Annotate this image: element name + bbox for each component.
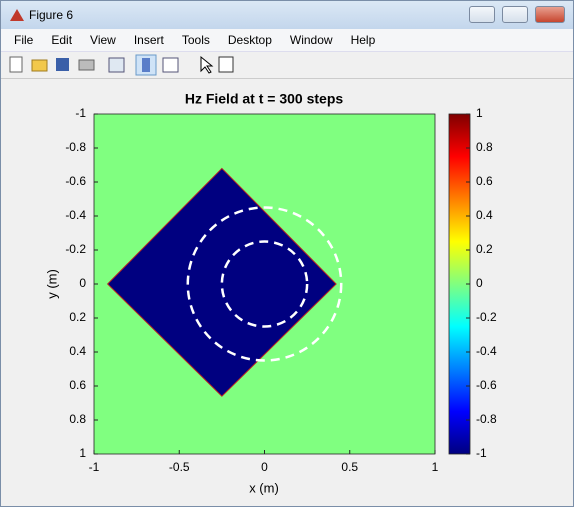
plot-area xyxy=(94,114,435,454)
y-tick-label: 0.2 xyxy=(69,310,86,324)
link-icon[interactable] xyxy=(108,57,125,73)
menu-item[interactable]: Window xyxy=(289,33,333,47)
colorbar-tick-label: -0.6 xyxy=(476,378,497,392)
toolbar xyxy=(1,52,573,79)
x-tick-label: 0.5 xyxy=(341,460,358,474)
y-tick-label: 0.8 xyxy=(69,412,86,426)
colorbar-tick-label: 0 xyxy=(476,276,483,290)
y-tick-label: 0 xyxy=(79,276,86,290)
legend-icon[interactable] xyxy=(162,57,179,73)
chart-title: Hz Field at t = 300 steps xyxy=(185,91,344,107)
dashed-circle xyxy=(220,240,309,328)
figure-canvas: Hz Field at t = 300 steps x (m) y (m) -1… xyxy=(44,91,497,496)
menu-item[interactable]: Insert xyxy=(133,33,164,47)
menu-item[interactable]: Help xyxy=(350,33,376,47)
menu-item[interactable]: Tools xyxy=(181,33,210,47)
colorbar-tick-label: -1 xyxy=(476,446,487,460)
toolbar-icons xyxy=(9,54,234,76)
menu-item[interactable]: File xyxy=(14,33,34,47)
y-tick-label: -0.2 xyxy=(65,242,86,256)
x-tick-label: -0.5 xyxy=(169,460,190,474)
colorbar-tick-label: 0.4 xyxy=(476,208,493,222)
app-icon xyxy=(10,9,24,21)
menu-bar: File Edit View Insert Tools Desktop Window Help xyxy=(1,29,573,52)
y-tick-label: -1 xyxy=(75,106,86,120)
save-icon[interactable] xyxy=(56,58,69,71)
colorbar-tick-label: 0.8 xyxy=(476,140,493,154)
colorbar-tick-label: 0.6 xyxy=(476,174,493,188)
property-icon[interactable] xyxy=(218,56,234,73)
colorbar-tick-label: 1 xyxy=(476,106,483,120)
pointer-icon[interactable] xyxy=(200,55,214,74)
menu-item[interactable]: Edit xyxy=(51,33,73,47)
y-tick-label: 1 xyxy=(79,446,86,460)
y-tick-label: 0.6 xyxy=(69,378,86,392)
colorbar-tick-label: -0.8 xyxy=(476,412,497,426)
y-tick-label: -0.8 xyxy=(65,140,86,154)
minimize-button[interactable] xyxy=(469,6,495,23)
dashed-circle xyxy=(186,206,343,362)
maximize-button[interactable] xyxy=(502,6,528,23)
menu-item[interactable]: View xyxy=(90,33,116,47)
new-icon[interactable] xyxy=(9,56,23,73)
x-tick-label: -1 xyxy=(89,460,100,474)
colorbar-tick-label: -0.4 xyxy=(476,344,497,358)
y-axis-label: y (m) xyxy=(44,269,59,299)
menu-item[interactable]: Desktop xyxy=(227,33,272,47)
close-button[interactable] xyxy=(535,6,565,23)
x-tick-label: 0 xyxy=(261,460,268,474)
colorbar-tick-label: -0.2 xyxy=(476,310,497,324)
y-tick-label: -0.4 xyxy=(65,208,86,222)
x-tick-label: 1 xyxy=(432,460,439,474)
y-tick-label: 0.4 xyxy=(69,344,86,358)
print-icon[interactable] xyxy=(78,59,95,71)
colorbar-tick-label: 0.2 xyxy=(476,242,493,256)
open-icon[interactable] xyxy=(31,59,48,72)
title-bar: Figure 6 xyxy=(1,1,573,29)
x-axis-label: x (m) xyxy=(249,480,279,495)
window-title: Figure 6 xyxy=(29,8,74,22)
y-tick-label: -0.6 xyxy=(65,174,86,188)
